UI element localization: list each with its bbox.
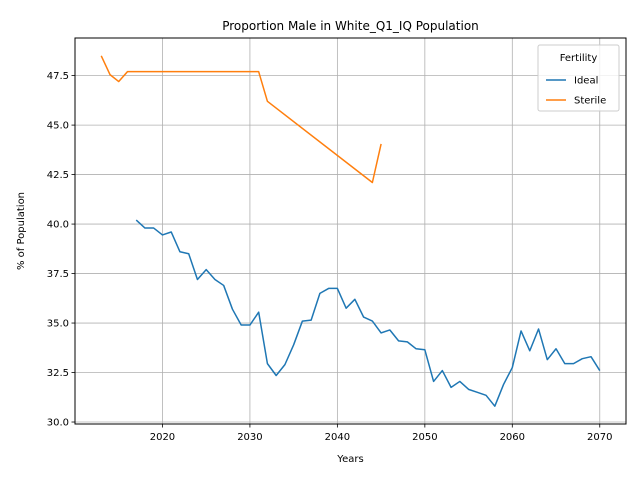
y-tick-label: 42.5 xyxy=(47,170,69,181)
x-axis-label: Years xyxy=(336,454,363,465)
legend: Fertility Ideal Sterile xyxy=(537,44,620,112)
series-line-sterile xyxy=(100,55,382,184)
x-tick-label: 2020 xyxy=(150,432,175,443)
y-tick-label: 30.0 xyxy=(47,418,69,429)
y-tick-label: 47.5 xyxy=(47,71,69,82)
series-line-ideal xyxy=(135,219,601,407)
x-tick-label: 2040 xyxy=(325,432,350,443)
legend-label-sterile: Sterile xyxy=(574,96,606,107)
series-layer xyxy=(100,55,601,407)
legend-label-ideal: Ideal xyxy=(574,76,598,87)
x-tick-label: 2060 xyxy=(500,432,525,443)
grid-lines xyxy=(75,38,626,424)
y-tick-label: 32.5 xyxy=(47,368,69,379)
x-tick-label: 2050 xyxy=(412,432,437,443)
legend-title: Fertility xyxy=(560,53,598,64)
y-axis-label: % of Population xyxy=(16,192,27,270)
chart-title: Proportion Male in White_Q1_IQ Populatio… xyxy=(222,19,479,33)
y-tick-label: 45.0 xyxy=(47,121,69,132)
y-tick-label: 40.0 xyxy=(47,220,69,231)
x-tick-label: 2070 xyxy=(587,432,612,443)
y-tick-label: 35.0 xyxy=(47,319,69,330)
legend-box xyxy=(537,44,620,112)
axis-ticks: 2020 2030 2040 2050 2060 2070 30.0 32.5 35.0 37.5… xyxy=(47,71,613,443)
plot-frame xyxy=(74,37,627,425)
x-tick-label: 2030 xyxy=(237,432,262,443)
y-tick-label: 37.5 xyxy=(47,269,69,280)
